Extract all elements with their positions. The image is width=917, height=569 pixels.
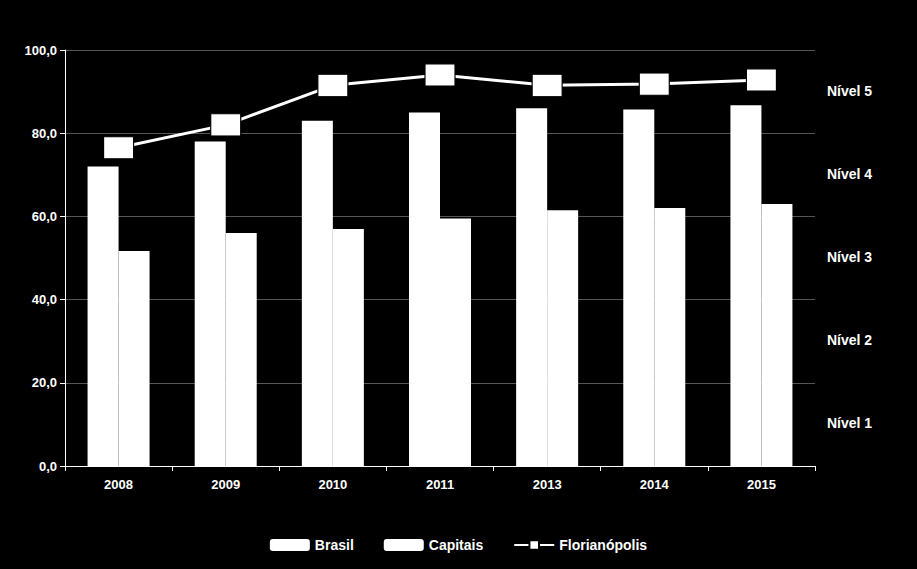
svg-text:2009: 2009 — [211, 477, 240, 492]
svg-text:Capitais: Capitais — [429, 537, 484, 553]
svg-text:100,0: 100,0 — [24, 43, 57, 58]
svg-text:Nível 5: Nível 5 — [827, 83, 872, 99]
svg-text:Brasil: Brasil — [315, 537, 354, 553]
svg-text:0,0: 0,0 — [39, 459, 57, 474]
svg-text:40,0: 40,0 — [32, 292, 57, 307]
svg-text:Nível 3: Nível 3 — [827, 249, 872, 265]
svg-text:80,0: 80,0 — [32, 126, 57, 141]
svg-text:2013: 2013 — [533, 477, 562, 492]
svg-text:2014: 2014 — [640, 477, 670, 492]
svg-text:Nível 4: Nível 4 — [827, 166, 872, 182]
svg-text:2015: 2015 — [747, 477, 776, 492]
svg-text:Nível 2: Nível 2 — [827, 332, 872, 348]
svg-text:2008: 2008 — [104, 477, 133, 492]
svg-text:Nível 1: Nível 1 — [827, 415, 872, 431]
svg-text:Florianópolis: Florianópolis — [559, 537, 647, 553]
svg-text:2010: 2010 — [318, 477, 347, 492]
svg-text:60,0: 60,0 — [32, 209, 57, 224]
svg-text:20,0: 20,0 — [32, 375, 57, 390]
svg-text:2011: 2011 — [426, 477, 454, 492]
